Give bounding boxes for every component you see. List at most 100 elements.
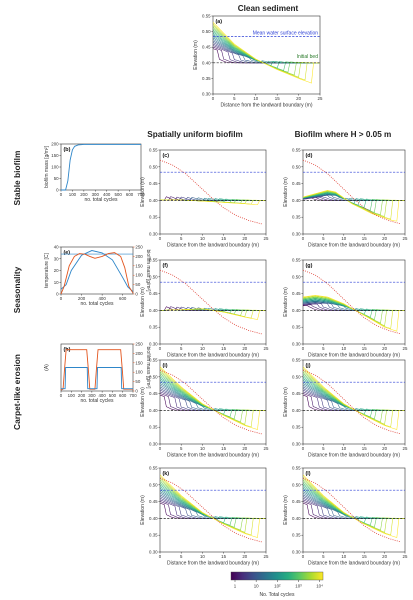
y-tick-label: 30 <box>54 256 59 261</box>
y-right-tick-label: 0 <box>135 389 138 394</box>
x-tick-label: 10 <box>200 446 205 451</box>
y-tick-label: 0.30 <box>149 442 158 447</box>
y-right-tick-label: 50 <box>135 379 140 384</box>
y-right-tick-label: 250 <box>135 245 143 250</box>
y-tick-label: 100 <box>51 165 59 170</box>
x-tick-label: 0 <box>159 346 162 351</box>
x-tick-label: 15 <box>275 96 280 101</box>
y-axis-label: Elevation (m) <box>140 387 146 417</box>
y-tick-label: 0.40 <box>202 60 211 65</box>
y-tick-label: 0.55 <box>149 358 158 363</box>
x-tick-label: 15 <box>221 236 226 241</box>
x-tick-label: 25 <box>403 236 408 241</box>
profile-line <box>303 295 405 332</box>
y-tick-label: 0.50 <box>292 164 301 169</box>
row-label-carpet: Carpet-like erosion <box>12 354 22 430</box>
y-tick-label: 0.50 <box>292 274 301 279</box>
x-tick-label: 25 <box>264 554 269 559</box>
y-tick-label: 0.30 <box>149 342 158 347</box>
x-tick-label: 300 <box>88 393 96 398</box>
plot-frame <box>302 359 406 445</box>
profile-line <box>160 308 266 320</box>
header-clean-sediment: Clean sediment <box>238 4 299 13</box>
y-tick-label: 0.55 <box>149 466 158 471</box>
x-axis-label: Distance from the landward boundary (m) <box>308 561 400 567</box>
plot-frame <box>159 259 267 345</box>
y-tick-label: 0.30 <box>292 550 301 555</box>
x-tick-label: 10 <box>200 554 205 559</box>
plot-frame <box>302 149 406 235</box>
y-right-tick-label: 0 <box>135 292 138 297</box>
x-tick-label: 500 <box>109 393 117 398</box>
row-label-seasonality: Seasonality <box>12 266 22 313</box>
y-tick-label: 0.45 <box>292 181 301 186</box>
y-axis-label: Elevation (m) <box>140 495 146 525</box>
x-tick-label: 20 <box>242 554 247 559</box>
profile-line <box>213 22 320 84</box>
y-right-tick-label: 100 <box>135 273 143 278</box>
x-tick-label: 25 <box>264 446 269 451</box>
plot-area <box>303 366 405 435</box>
x-tick-label: 25 <box>318 96 323 101</box>
y-tick-label: 0.50 <box>149 164 158 169</box>
x-tick-label: 200 <box>78 393 86 398</box>
x-tick-label: 0 <box>60 393 63 398</box>
x-axis-label: Distance from the landward boundary (m) <box>167 353 259 359</box>
y-tick-label: 0.45 <box>292 391 301 396</box>
plot-area <box>303 474 405 543</box>
reference-profile-line <box>303 477 402 543</box>
y-tick-label: 0.40 <box>292 516 301 521</box>
x-tick-label: 15 <box>221 446 226 451</box>
panel-c: 0 5 10 15 20 25 0.30 0.35 0.40 0.45 0.50 0.55 Distan… <box>140 148 269 249</box>
reference-profile-line <box>303 369 402 435</box>
y-axis-label: Elevation (m) <box>283 177 289 207</box>
x-tick-label: 400 <box>98 296 106 301</box>
panel-f: 0 5 10 15 20 25 0.30 0.35 0.40 0.45 0.50 0.55 Distan… <box>140 258 269 359</box>
plot-area <box>160 159 266 225</box>
y-tick-label: 0.55 <box>149 148 158 153</box>
y-right-axis-label: biofilm mass [g/m²] <box>145 250 151 293</box>
y-tick-label: 0.45 <box>292 499 301 504</box>
x-tick-label: 15 <box>362 554 367 559</box>
plot-area <box>213 22 320 84</box>
x-tick-label: 100 <box>69 192 77 197</box>
plot-area <box>160 269 266 335</box>
x-tick-label: 5 <box>180 236 183 241</box>
x-tick-label: 20 <box>382 446 387 451</box>
x-axis-label: Distance from the landward boundary (m) <box>167 243 259 249</box>
panel-d: 0 5 10 15 20 25 0.30 0.35 0.40 0.45 0.50 0.55 Distan… <box>283 148 408 249</box>
y-tick-label: 0.40 <box>149 198 158 203</box>
y-tick-label: 0.55 <box>292 466 301 471</box>
y-axis-label: Elevation (m) <box>283 287 289 317</box>
panel-label: (g) <box>306 263 313 269</box>
y-tick-label: 0.50 <box>292 482 301 487</box>
y-tick-label: 0.40 <box>292 308 301 313</box>
x-tick-label: 10 <box>341 446 346 451</box>
y-tick-label: 0.40 <box>149 408 158 413</box>
reference-line-label: Mean water surface elevation <box>253 31 319 37</box>
y-right-tick-label: 200 <box>135 351 143 356</box>
panel-label: (l) <box>306 471 311 477</box>
profile-line <box>303 190 405 222</box>
x-tick-label: 25 <box>403 446 408 451</box>
y-tick-label: 0.45 <box>202 45 211 50</box>
y-axis-label: Elevation (m) <box>283 495 289 525</box>
x-tick-label: 5 <box>233 96 236 101</box>
x-axis-label: Distance from the landward boundary (m) <box>167 453 259 459</box>
y-axis-label: biofilm mass [g/m²] <box>44 145 50 188</box>
y-tick-label: 0.35 <box>292 425 301 430</box>
x-tick-label: 5 <box>180 346 183 351</box>
x-axis-label: Distance from the landward boundary (m) <box>308 453 400 459</box>
series-line <box>60 349 133 391</box>
x-tick-label: 200 <box>78 296 86 301</box>
x-tick-label: 5 <box>322 236 325 241</box>
y-tick-label: 0.50 <box>292 374 301 379</box>
panel-e: 0 200 400 600 0 10 20 30 40 no. total cycles tempe… <box>44 245 151 308</box>
series-line <box>60 250 134 292</box>
panel-label: (a) <box>216 19 223 25</box>
y-tick-label: 50 <box>54 176 59 181</box>
x-tick-label: 100 <box>68 393 76 398</box>
y-tick-label: 0.35 <box>149 215 158 220</box>
x-tick-label: 0 <box>159 554 162 559</box>
